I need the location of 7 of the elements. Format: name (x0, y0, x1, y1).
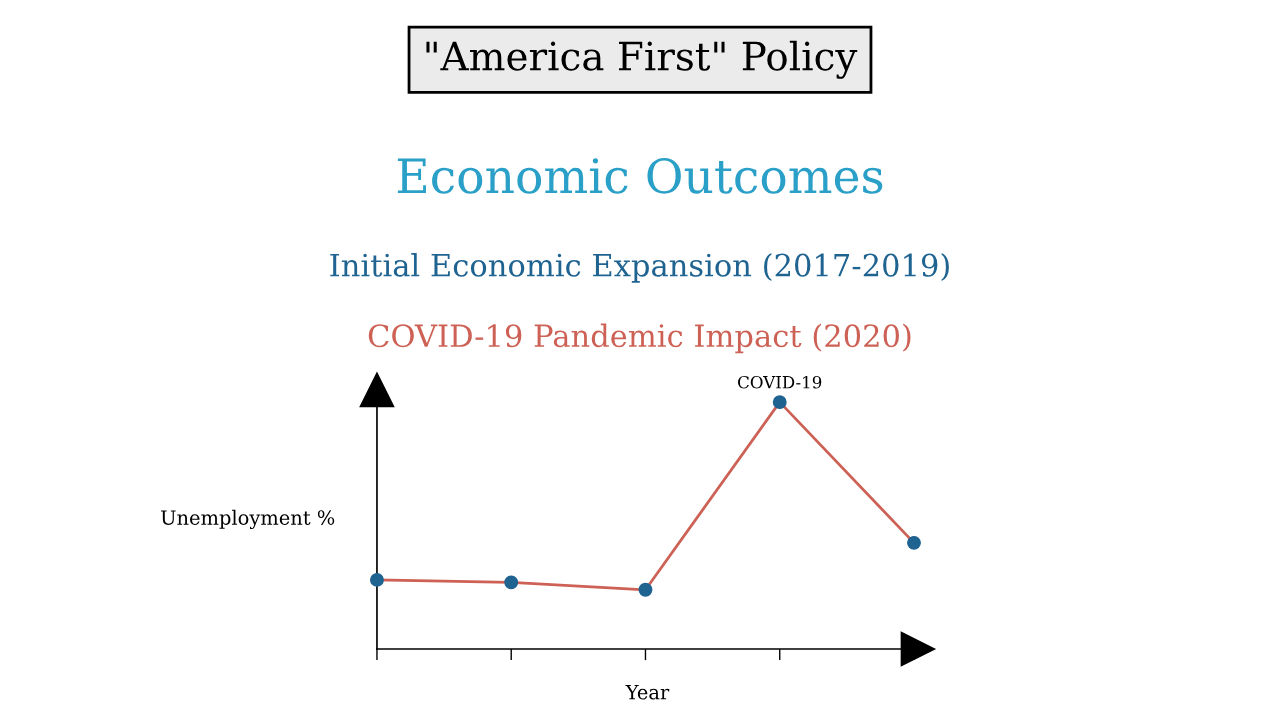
chart-title: "America First" Policy (426, 40, 858, 79)
annotation: COVID-19 (738, 375, 822, 389)
x-axis-title: Year (625, 685, 670, 700)
text: COVID-19 Pandemic Impact (2020) (368, 323, 911, 354)
text: Initial Economic Expansion (2017-2019) (330, 253, 949, 283)
chart-subtitle: Economic Outcomes (397, 157, 883, 194)
y-axis-title: Unemployment % (161, 509, 335, 529)
